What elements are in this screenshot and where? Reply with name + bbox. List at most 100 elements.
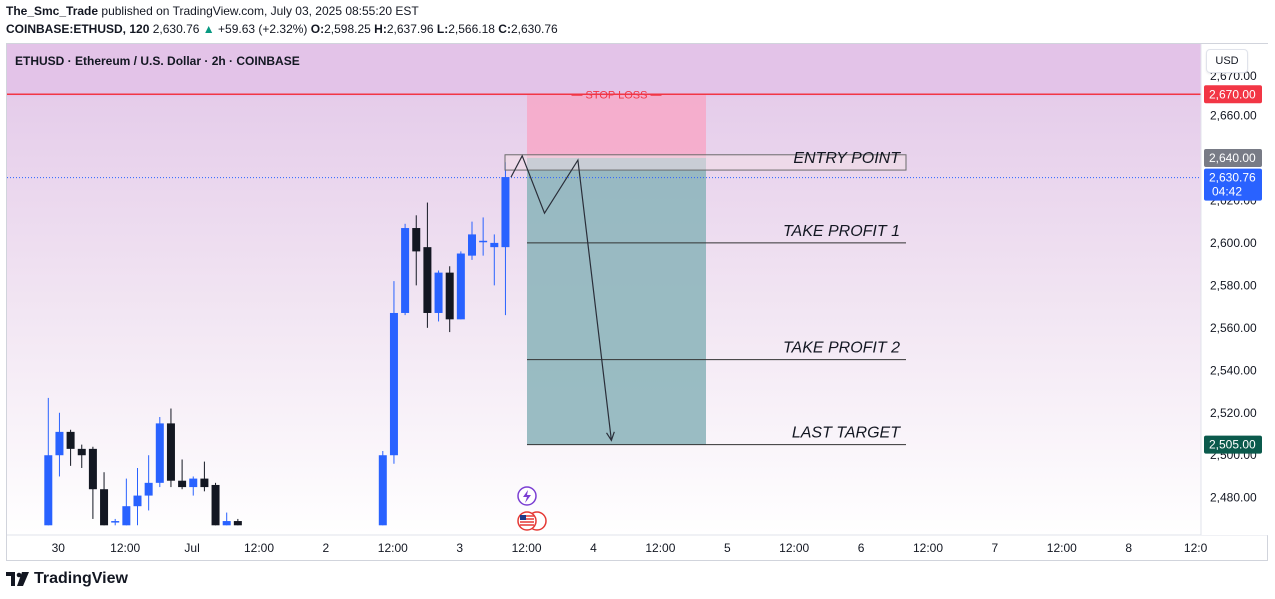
candle <box>178 459 187 490</box>
candle <box>100 472 109 526</box>
time-tick-label: 12:00 <box>645 541 675 555</box>
candle <box>378 450 387 526</box>
candle <box>144 455 153 511</box>
candle-body <box>412 228 421 252</box>
stop-loss-price-badge: 2,670.00 <box>1209 87 1256 101</box>
currency-button[interactable]: USD <box>1206 49 1248 73</box>
high-label: H: <box>374 22 387 36</box>
price-tick-label: 2,580.00 <box>1210 278 1257 292</box>
time-tick-label: 12:00 <box>244 541 274 555</box>
time-tick-label: 5 <box>724 541 731 555</box>
candle <box>66 429 75 466</box>
bar-countdown: 04:42 <box>1212 185 1242 199</box>
candle <box>55 412 64 477</box>
time-tick-label: 2 <box>323 541 330 555</box>
candle <box>412 215 421 286</box>
candle <box>133 467 142 526</box>
candle-body <box>490 242 499 248</box>
candle-body <box>133 495 142 507</box>
time-tick-label: 6 <box>858 541 865 555</box>
candle <box>445 266 454 333</box>
target-price-badge: 2,505.00 <box>1209 438 1256 452</box>
candle <box>479 217 488 256</box>
close-label: C: <box>498 22 511 36</box>
time-tick-label: 12:00 <box>110 541 140 555</box>
candle <box>233 518 242 526</box>
candle <box>434 270 443 322</box>
chart-top-band <box>7 44 1201 97</box>
stop-loss-label: — STOP LOSS — <box>571 89 661 101</box>
projection-path <box>510 154 612 441</box>
footer-brand: TradingView <box>34 570 128 587</box>
tp2-label: TAKE PROFIT 2 <box>783 340 900 357</box>
low-value: 2,566.18 <box>448 22 495 36</box>
stop-loss-price-badge-bg <box>1204 85 1262 104</box>
candle-body <box>44 455 53 526</box>
time-tick-label: 3 <box>456 541 463 555</box>
candle <box>501 162 510 316</box>
high-value: 2,637.96 <box>386 22 434 36</box>
publish-line: The_Smc_Trade published on TradingView.c… <box>6 4 419 18</box>
candle-body <box>501 177 510 248</box>
entry-box <box>504 154 907 171</box>
candle <box>200 461 209 492</box>
price-tick-label: 2,480.00 <box>1210 491 1257 505</box>
time-tick-label: 12:0 <box>1184 541 1208 555</box>
candle-body <box>378 455 387 526</box>
time-tick-label: 7 <box>992 541 999 555</box>
last-price-badge: 2,630.76 <box>1209 171 1256 185</box>
candle <box>77 444 86 468</box>
time-tick-label: 8 <box>1125 541 1132 555</box>
candle-body <box>479 240 488 243</box>
price-tick-label: 2,660.00 <box>1210 109 1257 123</box>
candle <box>155 417 164 488</box>
candle-body <box>456 253 465 320</box>
candle <box>166 408 175 488</box>
candle-body <box>111 521 120 523</box>
publish-info: published on TradingView.com, July 03, 2… <box>101 4 419 18</box>
candle <box>490 234 499 286</box>
us-flag-event-icon <box>517 511 547 531</box>
last-price-badge-bg <box>1204 168 1262 201</box>
candle-body <box>200 478 209 488</box>
low-label: L: <box>436 22 449 36</box>
candle <box>88 446 97 519</box>
candle-body <box>389 312 398 456</box>
time-tick-label: 12:00 <box>378 541 408 555</box>
time-tick-label: 30 <box>52 541 66 555</box>
candle <box>44 397 53 526</box>
candle-body <box>166 423 175 481</box>
candle-body <box>233 521 242 526</box>
candle-body <box>222 521 231 526</box>
price-tick-label: 2,520.00 <box>1210 406 1257 420</box>
author-name[interactable]: The_Smc_Trade <box>6 4 99 18</box>
candle-body <box>77 448 86 456</box>
flag-icon-circle-front <box>517 511 537 531</box>
price-tick-label: 2,540.00 <box>1210 363 1257 377</box>
candle-body <box>401 228 410 313</box>
candle-body <box>55 431 64 456</box>
candle <box>222 512 231 526</box>
time-tick-label: 12:00 <box>913 541 943 555</box>
tp1-label: TAKE PROFIT 1 <box>783 223 900 240</box>
price-tick-label: 2,600.00 <box>1210 236 1257 250</box>
last-target-label: LAST TARGET <box>792 425 901 442</box>
flag-canton <box>520 515 526 520</box>
entry-price-badge-bg <box>1204 148 1262 167</box>
candle-body <box>88 448 97 490</box>
target-price-badge-bg <box>1204 435 1262 454</box>
candle <box>468 221 476 260</box>
ohlc-line: COINBASE:ETHUSD, 120 2,630.76 ▲ +59.63 (… <box>6 22 558 36</box>
candle-body <box>66 431 75 449</box>
candle-body <box>178 480 187 488</box>
change-arrow-icon: ▲ <box>202 22 215 36</box>
candle <box>401 223 410 316</box>
candle <box>111 518 120 526</box>
open-value: 2,598.25 <box>324 22 371 36</box>
candle-body <box>189 478 198 488</box>
tradingview-footer[interactable]: TradingView <box>6 570 128 588</box>
time-tick-label: 4 <box>590 541 597 555</box>
candle <box>423 202 432 328</box>
price-change: +59.63 (+2.32%) <box>218 22 308 36</box>
